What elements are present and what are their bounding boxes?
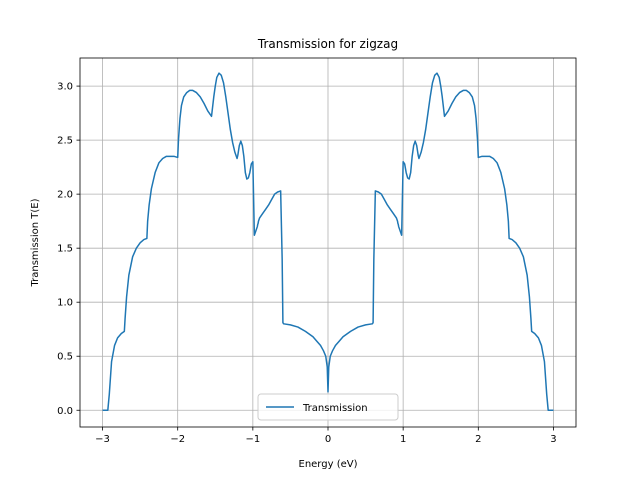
y-tick-label: 3.0: [57, 82, 73, 93]
grid: [80, 58, 576, 427]
y-tick-label: 2.0: [57, 190, 73, 201]
y-tick-label: 0.5: [57, 352, 73, 363]
y-tick-label: 1.0: [57, 298, 73, 309]
legend-label: Transmission: [302, 403, 368, 414]
plot-lines: [102, 72, 554, 411]
x-tick-label: 3: [550, 434, 556, 445]
x-tick-label: −3: [95, 434, 110, 445]
x-axis-label: Energy (eV): [299, 459, 358, 470]
y-axis-label: Transmission T(E): [30, 198, 41, 287]
chart-title: Transmission for zigzag: [257, 37, 398, 51]
legend: Transmission: [257, 393, 399, 421]
x-tick-label: −1: [245, 434, 260, 445]
x-tick-label: 0: [325, 434, 331, 445]
x-tick-label: 1: [400, 434, 406, 445]
ticks: −3 −2 −1 0 1 2 3 0.0 0.5 1.0 1.5 2.0 2.5 3.0: [57, 82, 557, 445]
series-line-transmission: [102, 72, 554, 411]
y-tick-label: 1.5: [57, 244, 73, 255]
x-tick-label: −2: [170, 434, 185, 445]
legend-box: [257, 393, 399, 421]
y-tick-label: 2.5: [57, 136, 73, 147]
y-tick-label: 0.0: [57, 406, 73, 417]
x-tick-label: 2: [475, 434, 481, 445]
